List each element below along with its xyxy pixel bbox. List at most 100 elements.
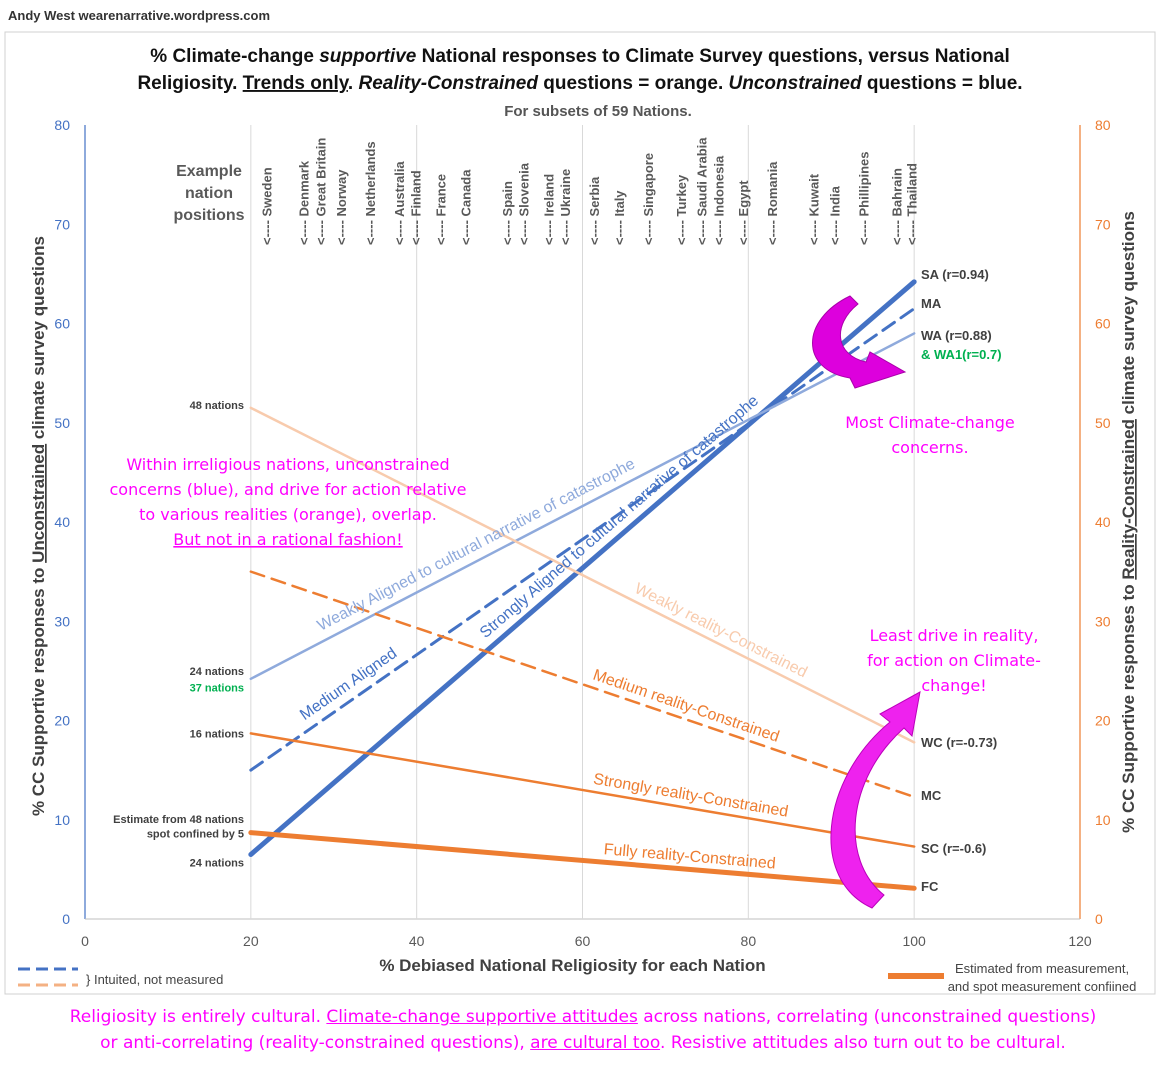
nation-label: <---- Singapore bbox=[641, 153, 656, 245]
left-note-label: spot confined by 5 bbox=[147, 829, 244, 841]
nation-label: <---- Canada bbox=[458, 169, 473, 245]
series-name-label: Medium reality-Constrained bbox=[591, 667, 782, 746]
series-line bbox=[248, 830, 917, 891]
series-line bbox=[249, 570, 916, 799]
legend-thick-note-line1: Estimated from measurement, bbox=[955, 961, 1129, 976]
footer-underlined-text: Climate-change supportive attitudes bbox=[326, 1007, 638, 1027]
series-name-label: Medium Aligned bbox=[297, 645, 400, 724]
footer-line-1: Religiosity is entirely cultural. Climat… bbox=[0, 1004, 1166, 1030]
footer-line-2: or anti-correlating (reality-constrained… bbox=[0, 1030, 1166, 1056]
right-y-tick-label: 20 bbox=[1095, 713, 1111, 729]
left-y-tick-label: 0 bbox=[62, 911, 70, 927]
footer-text: or anti-correlating (reality-constrained… bbox=[100, 1033, 531, 1053]
left-y-tick-label: 30 bbox=[54, 613, 70, 629]
chart-frame bbox=[4, 31, 1156, 995]
series-line bbox=[249, 732, 916, 848]
nation-label: <---- Denmark bbox=[297, 160, 312, 245]
series-end-label: SA (r=0.94) bbox=[921, 267, 989, 282]
left-y-axis-label: % CC Supportive responses to Unconstrain… bbox=[29, 236, 48, 816]
legend-thick-note-line2: and spot measurement confiined bbox=[948, 979, 1137, 994]
footer-underlined-text: are cultural too bbox=[530, 1033, 661, 1053]
x-tick-label: 60 bbox=[575, 933, 591, 949]
left-y-tick-label: 80 bbox=[54, 117, 70, 133]
nation-label: <---- Indonesia bbox=[711, 155, 726, 245]
legend-dashed-note: } Intuited, not measured bbox=[86, 972, 223, 987]
series-end-label: MA bbox=[921, 296, 942, 311]
right-y-tick-label: 10 bbox=[1095, 812, 1111, 828]
annotation-irreligious-line: Within irreligious nations, unconstraine… bbox=[126, 455, 449, 474]
nation-label: <---- Great Britain bbox=[313, 138, 328, 245]
left-y-tick-label: 70 bbox=[54, 216, 70, 232]
left-y-tick-label: 40 bbox=[54, 514, 70, 530]
footer-text: . Resistive attitudes also turn out to b… bbox=[660, 1033, 1066, 1053]
example-nation-label: positions bbox=[173, 207, 244, 224]
right-y-axis-label: % CC Supportive responses to Reality-Con… bbox=[1119, 211, 1138, 833]
nation-label: <---- France bbox=[434, 174, 449, 245]
chart: % Climate-change supportive National res… bbox=[4, 31, 1156, 995]
annotation-most-line: concerns. bbox=[891, 438, 968, 457]
right-y-tick-label: 0 bbox=[1095, 911, 1103, 927]
series-lines-group bbox=[248, 279, 917, 891]
x-tick-label: 20 bbox=[243, 933, 259, 949]
left-note-label: 16 nations bbox=[190, 728, 244, 740]
nation-label: <---- Phillipines bbox=[856, 151, 871, 245]
left-y-tick-label: 50 bbox=[54, 415, 70, 431]
annotation-irreligious-line: to various realities (orange), overlap. bbox=[139, 505, 437, 524]
least-drive-arrow bbox=[830, 691, 921, 909]
series-line bbox=[249, 332, 916, 681]
chart-title-line2: Religiosity. Trends only. Reality-Constr… bbox=[137, 73, 1022, 94]
footer-text: across nations, correlating (unconstrain… bbox=[637, 1007, 1097, 1027]
nation-label: <---- Norway bbox=[334, 169, 349, 245]
annotation-least-line: Least drive in reality, bbox=[870, 626, 1039, 645]
nation-label: <---- Saudi Arabia bbox=[695, 137, 710, 245]
left-y-tick-label: 60 bbox=[54, 316, 70, 332]
chart-title-line1: % Climate-change supportive National res… bbox=[150, 46, 1009, 67]
series-line bbox=[249, 406, 916, 744]
annotation-most-line: Most Climate-change bbox=[845, 413, 1015, 432]
nation-positions-group: Example nation positions <---- Sweden <---- … bbox=[173, 137, 919, 245]
nation-label: <---- India bbox=[827, 185, 842, 245]
right-y-tick-label: 70 bbox=[1095, 216, 1111, 232]
left-note-label: Estimate from 48 nations bbox=[113, 814, 244, 826]
annotation-irreligious-line: But not in a rational fashion! bbox=[173, 530, 402, 549]
right-y-tick-label: 40 bbox=[1095, 514, 1111, 530]
nation-label: <---- Sweden bbox=[259, 167, 274, 245]
x-tick-label: 120 bbox=[1068, 933, 1092, 949]
nation-label: <---- Egypt bbox=[736, 180, 751, 245]
nation-label: <---- Ukraine bbox=[558, 169, 573, 245]
series-name-label: Weakly reality-Constrained bbox=[632, 580, 810, 681]
nation-label: <---- Kuwait bbox=[807, 173, 822, 245]
nation-label: <---- Serbia bbox=[587, 176, 602, 245]
left-y-tick-label: 20 bbox=[54, 713, 70, 729]
left-note-label: 48 nations bbox=[190, 400, 244, 412]
annotation-irreligious-line: concerns (blue), and drive for action re… bbox=[109, 480, 466, 499]
nation-label: <---- Thailand bbox=[905, 163, 920, 245]
example-nation-label: Example bbox=[176, 163, 242, 180]
most-concerns-arrow bbox=[812, 295, 907, 389]
series-end-label: WC (r=-0.73) bbox=[921, 735, 997, 750]
nation-label: <---- Bahrain bbox=[890, 168, 905, 245]
series-end-label: WA (r=0.88) bbox=[921, 328, 992, 343]
x-tick-label: 100 bbox=[902, 933, 926, 949]
series-end-label: MC bbox=[921, 788, 942, 803]
nation-label: <---- Romania bbox=[765, 161, 780, 245]
author-credit: Andy West wearenarrative.wordpress.com bbox=[8, 8, 271, 23]
right-y-tick-label: 60 bbox=[1095, 316, 1111, 332]
left-note-label: 24 nations bbox=[190, 857, 244, 869]
footer-note: Religiosity is entirely cultural. Climat… bbox=[0, 1004, 1166, 1056]
nation-label: <---- Australia bbox=[392, 161, 407, 245]
series-end-label-extra: & WA1(r=0.7) bbox=[921, 347, 1002, 362]
annotation-least-line: change! bbox=[921, 676, 986, 695]
nation-label: <---- Turkey bbox=[674, 174, 689, 245]
right-y-tick-label: 30 bbox=[1095, 613, 1111, 629]
left-y-tick-label: 10 bbox=[54, 812, 70, 828]
nation-label: <---- Italy bbox=[612, 190, 627, 245]
series-end-label: FC bbox=[921, 879, 939, 894]
annotations-group: Within irreligious nations, unconstraine… bbox=[109, 413, 1040, 695]
series-line bbox=[248, 279, 917, 857]
x-axis-label: % Debiased National Religiosity for each… bbox=[379, 956, 765, 975]
right-y-tick-label: 80 bbox=[1095, 117, 1111, 133]
annotation-least-line: for action on Climate- bbox=[867, 651, 1041, 670]
x-tick-label: 40 bbox=[409, 933, 425, 949]
